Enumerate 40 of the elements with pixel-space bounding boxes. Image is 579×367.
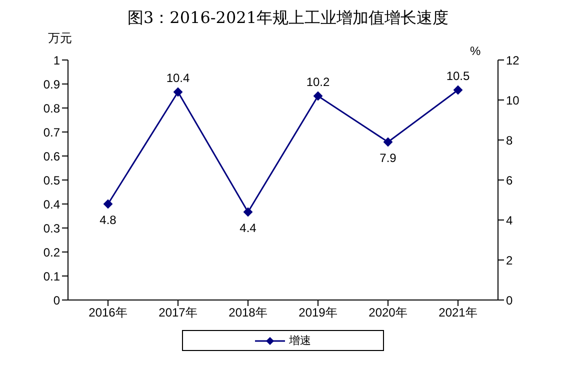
y2-tick-label: 0	[506, 293, 513, 308]
y2-tick-label: 12	[506, 53, 520, 68]
y2-tick-label: 10	[506, 93, 520, 108]
y-tick-label: 0.3	[43, 221, 60, 236]
y-tick-label: 0.9	[43, 77, 60, 92]
y-tick-label: 0.2	[43, 245, 60, 260]
point	[384, 138, 392, 146]
x-tick-label: 2020年	[368, 306, 408, 320]
x-tick-label: 2019年	[298, 306, 338, 320]
data-label: 10.4	[166, 71, 190, 85]
data-label: 10.2	[306, 75, 330, 89]
y2-tick-label: 4	[506, 213, 513, 228]
y-tick-label: 0.1	[43, 269, 60, 284]
point	[174, 88, 182, 96]
data-label: 4.4	[240, 221, 257, 235]
y2-tick-label: 6	[506, 173, 513, 188]
y2-tick-label: 8	[506, 133, 513, 148]
x-tick-label: 2018年	[228, 306, 268, 320]
x-tick-label: 2017年	[158, 306, 198, 320]
y-tick-label: 0	[53, 293, 60, 308]
legend-label: 增速	[289, 334, 311, 348]
y-tick-label: 1	[53, 53, 60, 68]
y-tick-label: 0.7	[43, 125, 60, 140]
y-tick-label: 0.4	[43, 197, 60, 212]
data-label: 10.5	[446, 69, 470, 83]
x-tick-label: 2016年	[88, 306, 128, 320]
y-tick-label: 0.6	[43, 149, 60, 164]
y2-axis-title: %	[470, 44, 481, 58]
y-tick-label: 0.5	[43, 173, 60, 188]
chart-title: 图3：2016-2021年规上工业增加值增长速度	[127, 8, 449, 27]
point	[244, 208, 252, 216]
y-axis-title: 万元	[48, 30, 72, 47]
data-label: 4.8	[100, 213, 117, 227]
point	[104, 200, 112, 208]
data-label: 7.9	[380, 151, 397, 165]
y2-tick-label: 2	[506, 253, 513, 268]
y-tick-label: 0.8	[43, 101, 60, 116]
point	[454, 86, 462, 94]
x-tick-label: 2021年	[438, 306, 478, 320]
point	[314, 92, 322, 100]
